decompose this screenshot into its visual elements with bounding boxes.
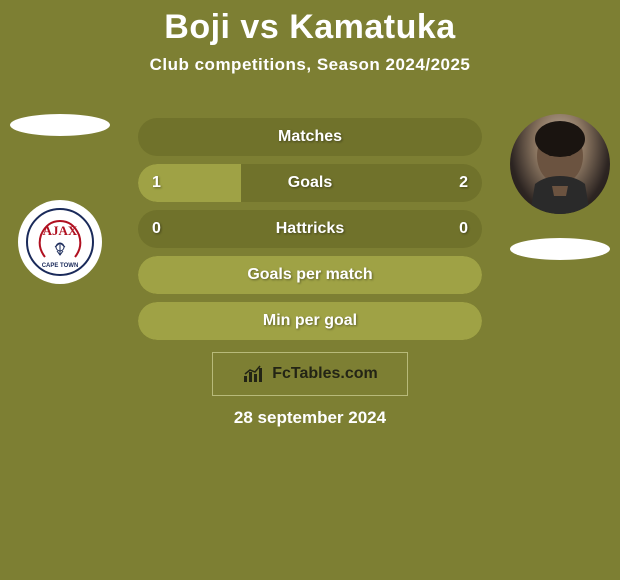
stat-label: Goals bbox=[288, 174, 332, 192]
stats-container: Matches 1 Goals 2 0 Hattricks 0 Goals pe… bbox=[138, 118, 482, 348]
ajax-logo-icon: AJAX CAPE TOWN bbox=[25, 207, 95, 277]
date-text: 28 september 2024 bbox=[0, 408, 620, 428]
chart-icon bbox=[242, 364, 266, 384]
watermark[interactable]: FcTables.com bbox=[212, 352, 408, 396]
stat-row-min-per-goal: Min per goal bbox=[138, 302, 482, 340]
team-left-ellipse bbox=[10, 114, 110, 136]
player-right-avatar bbox=[510, 114, 610, 214]
player-face-icon bbox=[510, 114, 610, 214]
club-badge-left: AJAX CAPE TOWN bbox=[18, 200, 102, 284]
player-right-column bbox=[510, 114, 610, 260]
page-title: Boji vs Kamatuka bbox=[0, 0, 620, 47]
team-right-ellipse bbox=[510, 238, 610, 260]
stat-row-hattricks: 0 Hattricks 0 bbox=[138, 210, 482, 248]
stat-label: Goals per match bbox=[247, 266, 372, 284]
stat-left-value: 0 bbox=[152, 220, 161, 238]
watermark-text: FcTables.com bbox=[272, 365, 378, 383]
stat-right-value: 2 bbox=[459, 174, 468, 192]
stat-label: Matches bbox=[278, 128, 342, 146]
svg-text:CAPE TOWN: CAPE TOWN bbox=[42, 263, 79, 269]
player-left-column: AJAX CAPE TOWN bbox=[10, 114, 110, 284]
stat-left-value: 1 bbox=[152, 174, 161, 192]
svg-text:AJAX: AJAX bbox=[43, 223, 78, 238]
stat-row-matches: Matches bbox=[138, 118, 482, 156]
subtitle: Club competitions, Season 2024/2025 bbox=[0, 55, 620, 75]
stat-row-goals-per-match: Goals per match bbox=[138, 256, 482, 294]
stat-label: Min per goal bbox=[263, 312, 357, 330]
stat-row-goals: 1 Goals 2 bbox=[138, 164, 482, 202]
stat-label: Hattricks bbox=[276, 220, 344, 238]
stat-right-value: 0 bbox=[459, 220, 468, 238]
